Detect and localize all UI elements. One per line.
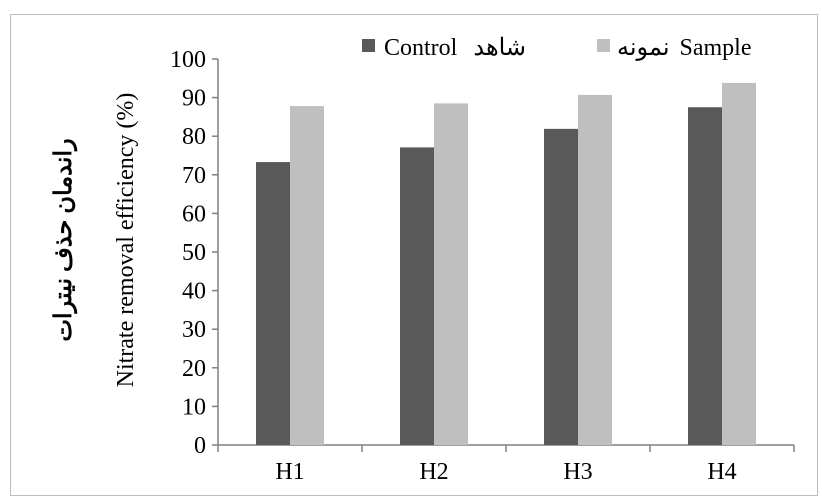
y-tick-label: 50 bbox=[182, 240, 206, 266]
x-tick-labels: H1 H2 H3 H4 bbox=[275, 459, 736, 485]
y-axis-title: Nitrate removal efficiency (%) راندمان ح… bbox=[51, 93, 139, 388]
x-tick-label: H3 bbox=[563, 459, 592, 485]
bar-control-h4 bbox=[688, 107, 722, 445]
legend-label-control: Control شاهد bbox=[384, 35, 526, 61]
y-tick-label: 70 bbox=[182, 163, 206, 189]
y-tick-label: 20 bbox=[182, 356, 206, 382]
y-tick-label: 0 bbox=[194, 433, 206, 459]
y-tick-label: 80 bbox=[182, 124, 206, 150]
legend-label-sample: نمونه Sample bbox=[617, 35, 752, 61]
bar-sample-h4 bbox=[722, 82, 756, 445]
bar-sample-h1 bbox=[290, 106, 324, 445]
legend: Control شاهد نمونه Sample bbox=[362, 35, 752, 61]
y-tick-labels: 0 10 20 30 40 50 60 70 80 90 100 bbox=[170, 47, 206, 459]
bar-sample-h2 bbox=[434, 103, 468, 445]
y-tick-label: 40 bbox=[182, 279, 206, 305]
bar-sample-h3 bbox=[578, 94, 612, 445]
legend-swatch-control bbox=[362, 39, 375, 52]
legend-swatch-sample bbox=[597, 39, 610, 52]
y-tick-label: 10 bbox=[182, 394, 206, 420]
x-tick-label: H2 bbox=[419, 459, 448, 485]
y-tick-label: 90 bbox=[182, 86, 206, 112]
y-axis-label-fa: راندمان حذف نیترات bbox=[51, 138, 78, 341]
y-tick-label: 60 bbox=[182, 201, 206, 227]
y-tick-label: 30 bbox=[182, 317, 206, 343]
bar-control-h2 bbox=[400, 147, 434, 446]
x-tick-label: H4 bbox=[707, 459, 736, 485]
y-axis-label-en: Nitrate removal efficiency (%) bbox=[113, 93, 139, 388]
bars bbox=[256, 82, 756, 446]
bar-control-h3 bbox=[544, 128, 578, 445]
x-tick-label: H1 bbox=[275, 459, 304, 485]
y-tick-label: 100 bbox=[170, 47, 206, 73]
bar-control-h1 bbox=[256, 162, 290, 445]
